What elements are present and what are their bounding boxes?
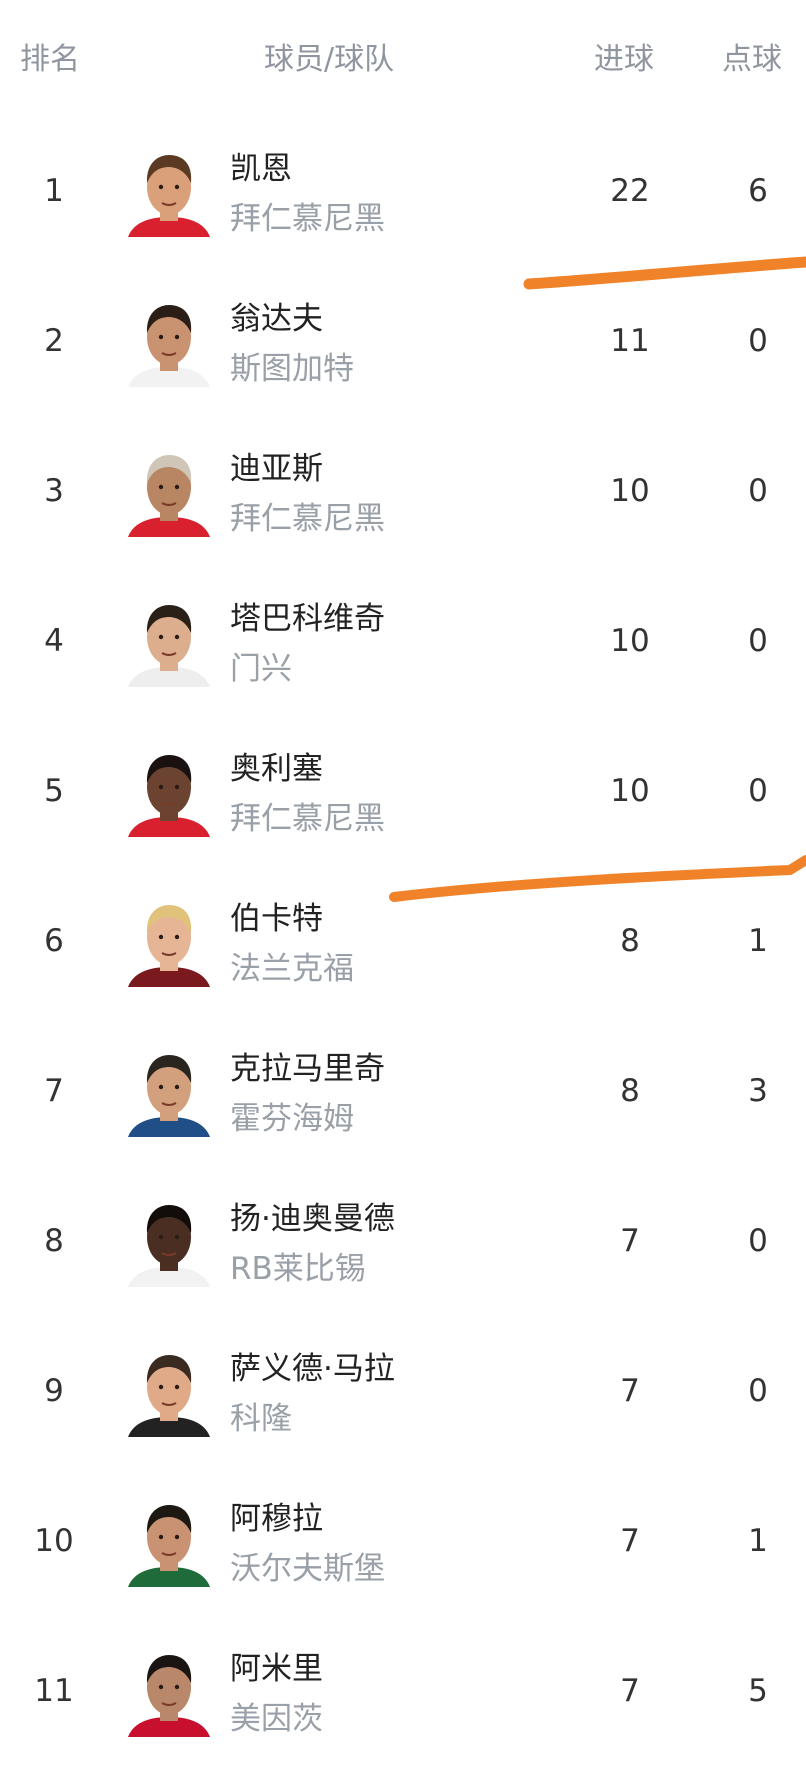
player-name[interactable]: 奥利塞: [230, 751, 323, 787]
table-row[interactable]: 3 迪亚斯 拜仁慕尼黑 10 0: [0, 417, 806, 567]
team-name[interactable]: 科隆: [230, 1401, 292, 1437]
player-name[interactable]: 扬·迪奥曼德: [230, 1201, 395, 1237]
rank: 7: [44, 1073, 64, 1109]
header-rank: 排名: [20, 42, 80, 77]
team-name[interactable]: RB莱比锡: [230, 1251, 366, 1287]
table-row[interactable]: 6 伯卡特 法兰克福 8 1: [0, 867, 806, 1017]
player-avatar: [124, 899, 214, 987]
player-avatar: [124, 1199, 214, 1287]
goals-value: 8: [620, 923, 640, 959]
rank: 2: [44, 323, 64, 359]
player-name[interactable]: 塔巴科维奇: [230, 601, 385, 637]
table-row[interactable]: 10 阿穆拉 沃尔夫斯堡 7 1: [0, 1467, 806, 1617]
table-row[interactable]: 1 凯恩 拜仁慕尼黑 22 6: [0, 117, 806, 267]
penalties-value: 3: [748, 1073, 768, 1109]
player-avatar: [124, 299, 214, 387]
rank: 1: [44, 173, 64, 209]
rank: 11: [34, 1673, 74, 1709]
player-avatar: [124, 149, 214, 237]
goals-value: 7: [620, 1673, 640, 1709]
goals-value: 11: [610, 323, 650, 359]
table-row[interactable]: 8 扬·迪奥曼德 RB莱比锡 7 0: [0, 1167, 806, 1317]
rank: 6: [44, 923, 64, 959]
player-name[interactable]: 伯卡特: [230, 901, 323, 937]
header-goals: 进球: [594, 42, 654, 77]
player-name[interactable]: 迪亚斯: [230, 451, 323, 487]
rank: 5: [44, 773, 64, 809]
team-name[interactable]: 拜仁慕尼黑: [230, 201, 385, 237]
goals-value: 7: [620, 1223, 640, 1259]
team-name[interactable]: 法兰克福: [230, 951, 354, 987]
player-avatar: [124, 449, 214, 537]
player-name[interactable]: 凯恩: [230, 151, 292, 187]
header-player-team: 球员/球队: [264, 42, 395, 77]
goals-value: 10: [610, 473, 650, 509]
player-avatar: [124, 1349, 214, 1437]
table-row[interactable]: 9 萨义德·马拉 科隆 7 0: [0, 1317, 806, 1467]
team-name[interactable]: 拜仁慕尼黑: [230, 501, 385, 537]
team-name[interactable]: 斯图加特: [230, 351, 354, 387]
rank: 9: [44, 1373, 64, 1409]
penalties-value: 0: [748, 773, 768, 809]
goals-value: 10: [610, 773, 650, 809]
player-name[interactable]: 克拉马里奇: [230, 1051, 385, 1087]
table-row[interactable]: 5 奥利塞 拜仁慕尼黑 10 0: [0, 717, 806, 867]
goals-value: 7: [620, 1523, 640, 1559]
player-avatar: [124, 749, 214, 837]
team-name[interactable]: 沃尔夫斯堡: [230, 1551, 385, 1587]
goals-value: 22: [610, 173, 650, 209]
player-name[interactable]: 萨义德·马拉: [230, 1351, 395, 1387]
penalties-value: 0: [748, 1373, 768, 1409]
team-name[interactable]: 门兴: [230, 651, 292, 687]
penalties-value: 0: [748, 1223, 768, 1259]
player-avatar: [124, 1049, 214, 1137]
player-name[interactable]: 阿米里: [230, 1651, 323, 1687]
table-row[interactable]: 11 阿米里 美因茨 7 5: [0, 1617, 806, 1767]
rank: 3: [44, 473, 64, 509]
rank: 10: [34, 1523, 74, 1559]
player-name[interactable]: 翁达夫: [230, 301, 323, 337]
goals-value: 8: [620, 1073, 640, 1109]
player-avatar: [124, 599, 214, 687]
penalties-value: 6: [748, 173, 768, 209]
penalties-value: 0: [748, 473, 768, 509]
player-avatar: [124, 1499, 214, 1587]
rank: 4: [44, 623, 64, 659]
penalties-value: 1: [748, 923, 768, 959]
penalties-value: 0: [748, 323, 768, 359]
table-row[interactable]: 7 克拉马里奇 霍芬海姆 8 3: [0, 1017, 806, 1167]
penalties-value: 1: [748, 1523, 768, 1559]
penalties-value: 5: [748, 1673, 768, 1709]
team-name[interactable]: 拜仁慕尼黑: [230, 801, 385, 837]
header-penalties: 点球: [722, 42, 782, 77]
goals-value: 10: [610, 623, 650, 659]
team-name[interactable]: 霍芬海姆: [230, 1101, 354, 1137]
table-row[interactable]: 2 翁达夫 斯图加特 11 0: [0, 267, 806, 417]
team-name[interactable]: 美因茨: [230, 1701, 323, 1737]
penalties-value: 0: [748, 623, 768, 659]
player-name[interactable]: 阿穆拉: [230, 1501, 323, 1537]
rank: 8: [44, 1223, 64, 1259]
player-avatar: [124, 1649, 214, 1737]
goals-value: 7: [620, 1373, 640, 1409]
table-row[interactable]: 4 塔巴科维奇 门兴 10 0: [0, 567, 806, 717]
